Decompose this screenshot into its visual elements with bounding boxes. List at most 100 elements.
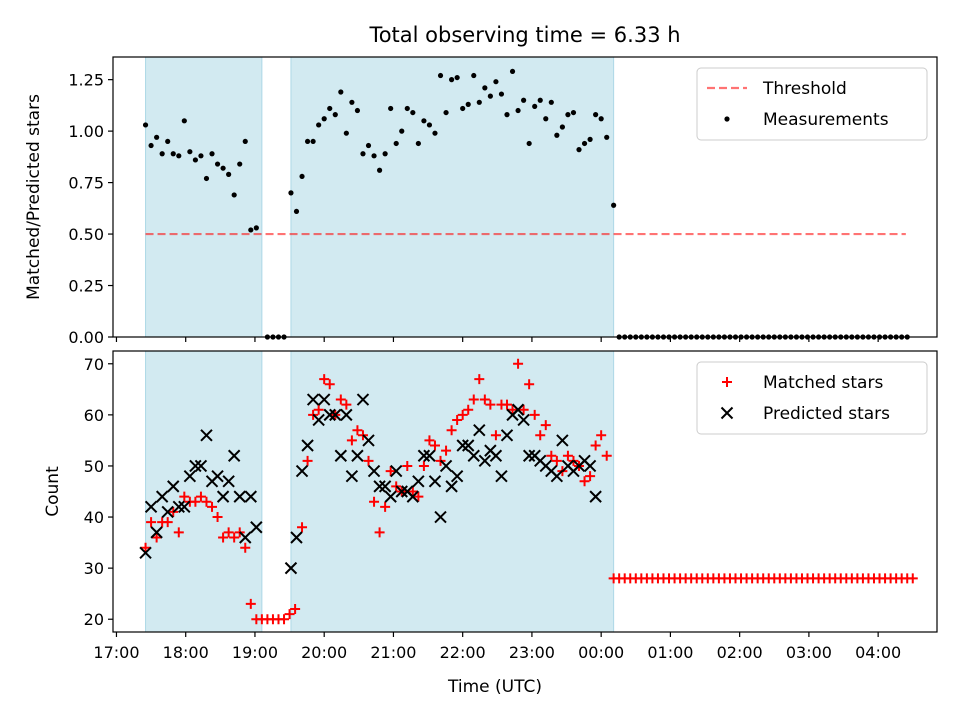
measurement-point (465, 101, 471, 107)
predicted-star-point (139, 546, 152, 560)
predicted-star-point (340, 408, 353, 422)
matched-star-point (596, 430, 607, 441)
matched-star-point (363, 455, 374, 466)
predicted-star-point (323, 408, 336, 422)
measurement-point (532, 103, 538, 110)
matched-star-point (441, 445, 452, 456)
shaded-span-1 (145, 350, 263, 633)
measurement-point (142, 122, 149, 128)
matched-star-point (907, 573, 918, 584)
matched-star-point (429, 440, 440, 451)
shaded-span-2 (290, 350, 615, 633)
predicted-star-point (150, 526, 163, 539)
predicted-star-point (373, 480, 386, 493)
predicted-star-point (301, 439, 314, 452)
x-tick-label: 03:00 (786, 643, 832, 662)
legend-predicted-swatch (720, 406, 734, 420)
measurement-point (231, 192, 237, 198)
legend-matched-swatch (722, 377, 732, 387)
matched-star-point (374, 527, 385, 538)
x-axis-label: Time (UTC) (447, 677, 542, 697)
legend-label: Predicted stars (763, 404, 890, 424)
matched-star-point (212, 512, 223, 523)
matched-star-point (446, 425, 457, 436)
shaded-span-1 (145, 56, 263, 338)
matched-star-point (218, 532, 229, 543)
predicted-star-point (211, 469, 224, 483)
matched-star-point (380, 501, 391, 512)
measurement-point (293, 208, 300, 215)
measurement-point (526, 140, 532, 147)
predicted-star-point (450, 469, 464, 483)
predicted-star-point (389, 464, 403, 478)
measurement-point (170, 151, 176, 157)
y-tick-label: 20 (84, 610, 104, 629)
matched-star-point (335, 394, 346, 405)
legend-box (696, 361, 928, 435)
predicted-star-point (244, 490, 258, 503)
legend-label: Measurements (763, 110, 889, 130)
y-tick-label: 60 (84, 406, 104, 425)
predicted-star-point (406, 490, 420, 503)
y-tick-label: 70 (84, 355, 104, 374)
measurement-point (354, 107, 361, 114)
measurement-point (598, 116, 604, 122)
matched-star-point (407, 486, 418, 497)
predicted-star-point (428, 475, 442, 488)
y-tick-label: 0.75 (68, 174, 104, 193)
matched-star-point (229, 532, 240, 543)
x-tick-label: 22:00 (440, 643, 486, 662)
matched-star-point (507, 404, 518, 415)
matched-star-point (501, 399, 512, 410)
measurement-point (321, 116, 327, 122)
measurement-point (487, 93, 493, 99)
predicted-star-point (161, 505, 174, 519)
matched-star-point (302, 455, 313, 466)
measurement-point (288, 190, 294, 196)
matched-star-point (245, 598, 256, 609)
predicted-star-point (329, 408, 342, 422)
measurement-point (365, 142, 372, 149)
matched-star-point (346, 435, 357, 446)
matched-star-point (540, 420, 551, 431)
predicted-star-point (367, 464, 381, 478)
matched-star-point (585, 471, 596, 482)
matched-star-point (279, 614, 290, 625)
measurement-point (203, 175, 210, 182)
y-axis-label: Count (43, 466, 63, 517)
matched-star-point (319, 374, 330, 385)
x-tick-label: 01:00 (647, 643, 693, 662)
matched-star-point (468, 394, 479, 405)
matched-star-point (385, 466, 396, 477)
predicted-star-point (473, 423, 486, 437)
x-tick-label: 23:00 (509, 643, 555, 662)
matched-star-point (485, 399, 496, 410)
y-tick-label: 50 (84, 457, 104, 476)
measurement-point (432, 130, 438, 136)
matched-star-point (413, 491, 424, 502)
matched-star-point (529, 409, 540, 420)
x-tick-label: 21:00 (370, 643, 416, 662)
predicted-star-point (362, 434, 375, 447)
predicted-star-point (556, 434, 569, 447)
measurement-point (471, 72, 477, 79)
measurement-point (498, 91, 505, 97)
predicted-star-point (583, 459, 597, 473)
predicted-star-point (172, 500, 185, 514)
predicted-star-point (183, 469, 197, 483)
legend: Matched stars Predicted stars (696, 361, 928, 435)
predicted-star-point (517, 413, 530, 427)
predicted-star-point (239, 531, 252, 544)
predicted-star-point (478, 454, 492, 468)
matched-star-point (146, 517, 157, 528)
predicted-star-point (216, 490, 230, 503)
matched-star-point (424, 435, 435, 446)
measurement-point (154, 134, 160, 140)
measurement-point (371, 153, 377, 159)
predicted-star-point (222, 475, 235, 488)
matched-star-point (513, 358, 524, 369)
measurement-point (437, 72, 444, 79)
measurement-point (570, 109, 577, 116)
x-tick-label: 19:00 (232, 643, 278, 662)
measurement-point (482, 85, 488, 91)
